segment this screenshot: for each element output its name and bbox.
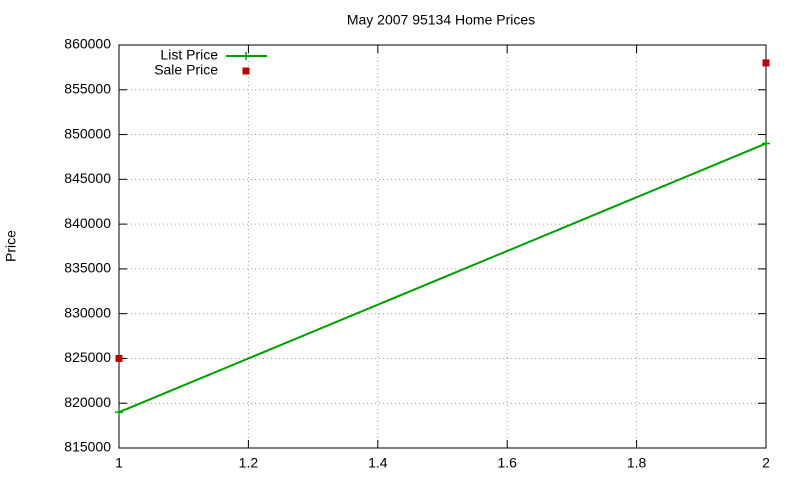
y-tick-label: 820000: [64, 394, 111, 410]
data-point: [115, 354, 123, 362]
x-tick-label: 1.6: [497, 455, 517, 471]
y-tick-label: 835000: [64, 260, 111, 276]
x-tick-label: 1.4: [368, 455, 388, 471]
series-line: [118, 142, 767, 414]
y-tick-label: 840000: [64, 215, 111, 231]
y-tick-label: 850000: [64, 125, 111, 141]
y-axis-label: Price: [3, 230, 19, 262]
data-point: [762, 139, 770, 148]
legend-label: Sale Price: [154, 62, 218, 78]
data-point: [762, 59, 770, 67]
x-tick-label: 2: [762, 455, 770, 471]
y-tick-label: 830000: [64, 304, 111, 320]
x-tick-label: 1: [115, 455, 123, 471]
y-tick-label: 845000: [64, 170, 111, 186]
plot-border: [118, 44, 767, 449]
legend-swatch: [242, 52, 250, 60]
x-tick-label: 1.8: [627, 455, 647, 471]
legend-swatch: [242, 67, 250, 75]
y-tick-label: 855000: [64, 80, 111, 96]
y-tick-label: 815000: [64, 439, 111, 455]
y-tick-label: 860000: [64, 36, 111, 52]
x-tick-label: 1.2: [239, 455, 259, 471]
chart-title: May 2007 95134 Home Prices: [347, 12, 535, 28]
data-point: [115, 408, 123, 417]
y-tick-label: 825000: [64, 349, 111, 365]
legend-label: List Price: [160, 47, 218, 63]
